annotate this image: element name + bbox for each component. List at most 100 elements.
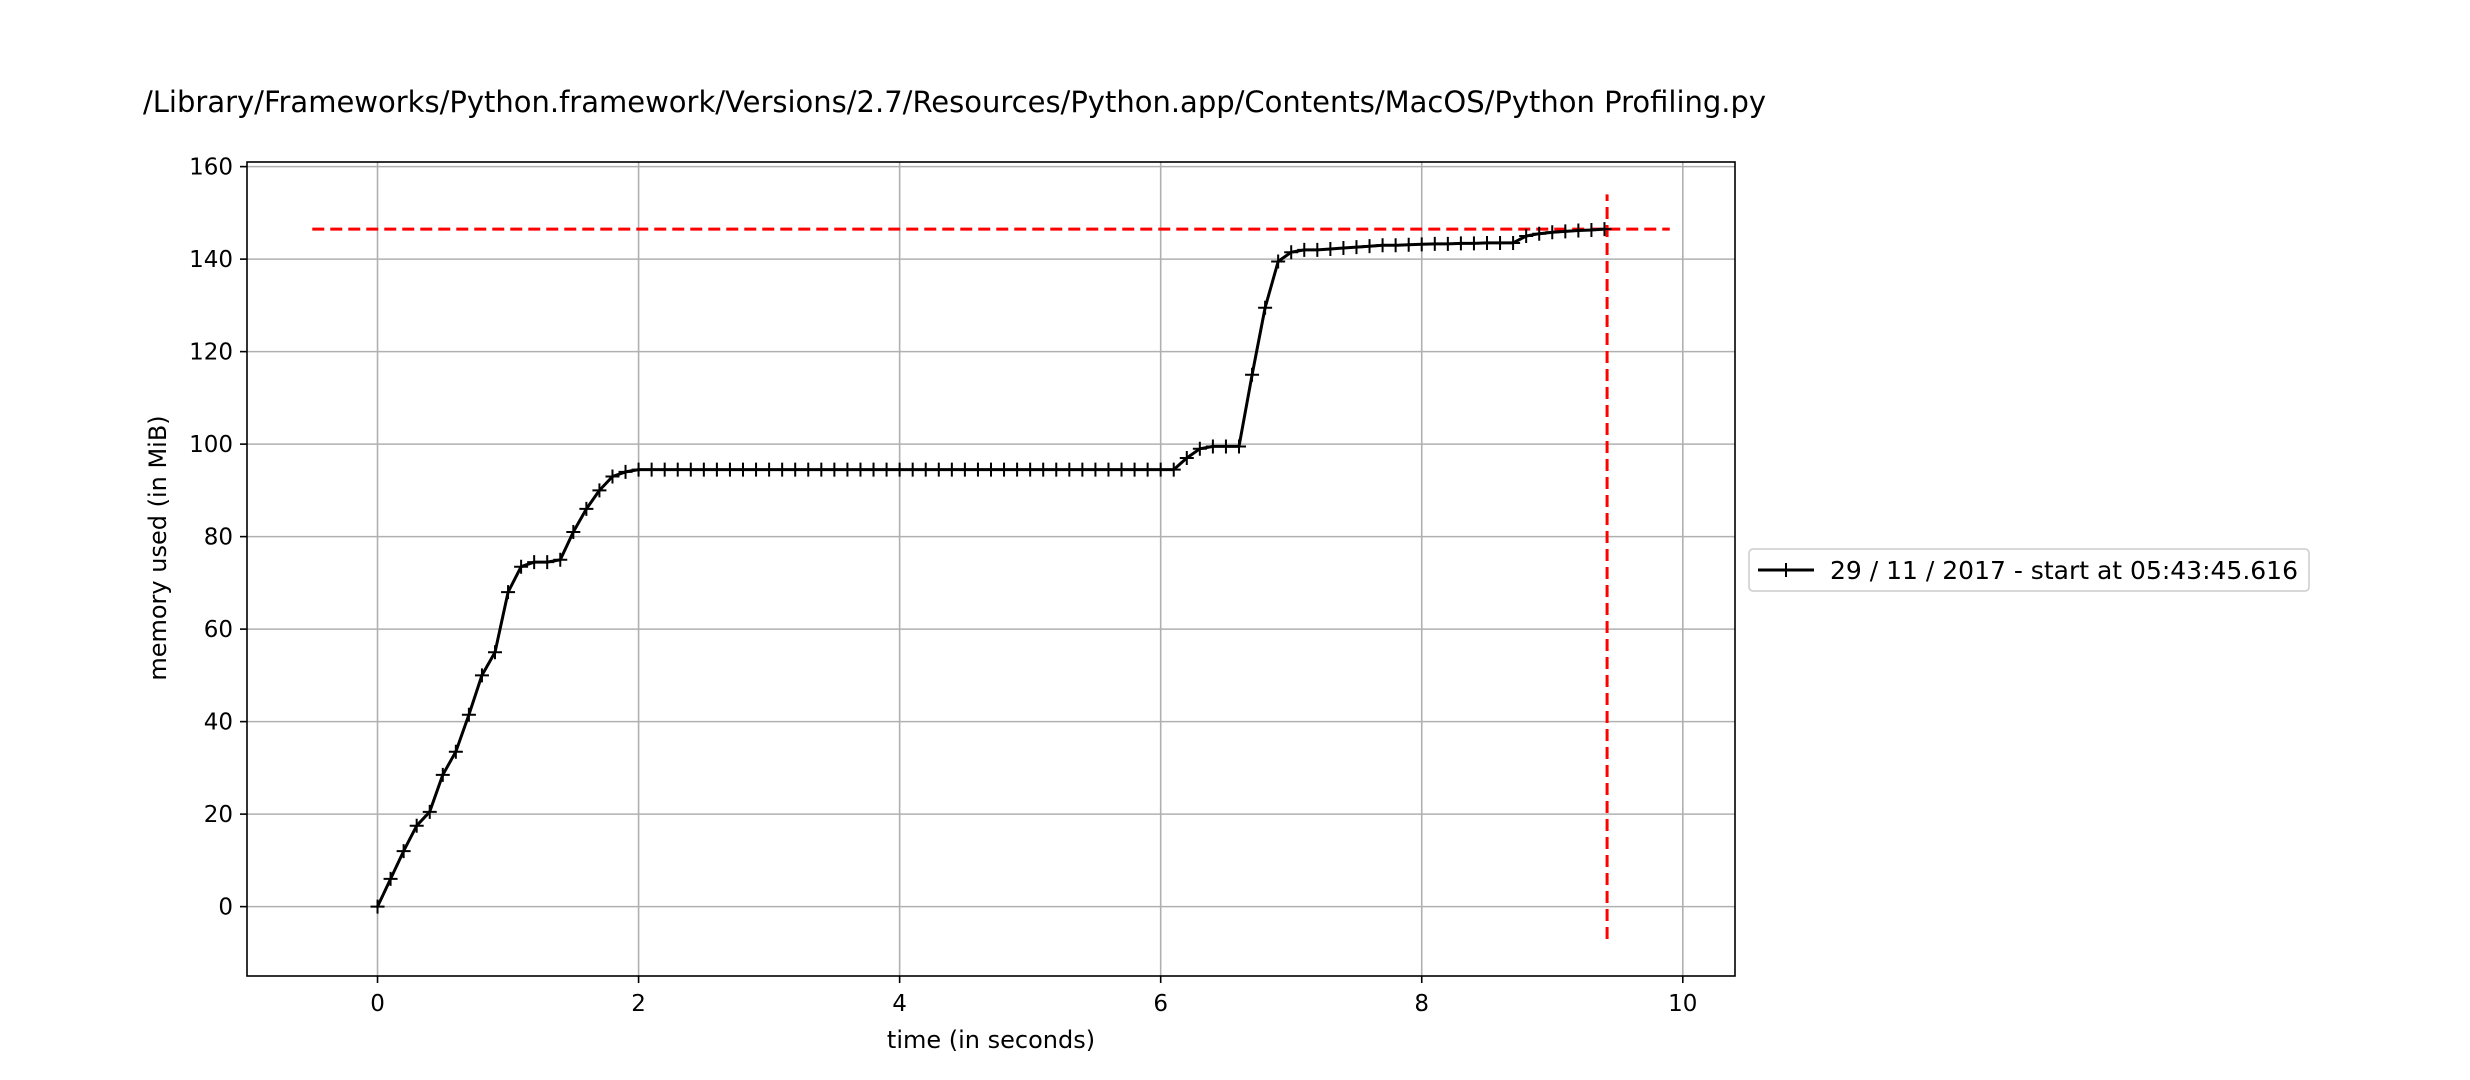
legend-label: 29 / 11 / 2017 - start at 05:43:45.616 xyxy=(1830,556,2298,585)
data-point-marker xyxy=(1349,240,1364,255)
data-point-marker xyxy=(435,767,450,782)
data-point-marker xyxy=(1232,439,1246,454)
data-point-marker xyxy=(709,462,724,477)
x-tick-label: 0 xyxy=(370,991,385,1017)
data-point-marker xyxy=(474,668,489,683)
data-point-marker xyxy=(683,462,698,477)
data-point-marker xyxy=(762,462,777,477)
data-point-marker xyxy=(540,555,555,570)
data-point-marker xyxy=(605,469,620,484)
y-tick-label: 20 xyxy=(204,802,233,828)
data-point-marker xyxy=(1480,235,1494,250)
y-tick-label: 80 xyxy=(204,525,233,551)
data-point-marker xyxy=(775,462,790,477)
data-point-marker xyxy=(1127,462,1142,477)
data-point-marker xyxy=(1375,238,1390,253)
data-point-marker xyxy=(448,744,463,759)
data-point-marker xyxy=(592,483,607,498)
data-point-marker xyxy=(984,462,998,477)
data-point-marker xyxy=(1192,441,1207,456)
y-tick-label: 100 xyxy=(189,432,233,458)
data-point-marker xyxy=(997,462,1012,477)
data-point-marker xyxy=(461,707,476,722)
legend: 29 / 11 / 2017 - start at 05:43:45.616 xyxy=(1748,548,2310,592)
data-point-marker xyxy=(1506,235,1521,250)
data-point-marker xyxy=(383,871,398,886)
data-point-marker xyxy=(1466,236,1481,251)
data-point-marker xyxy=(749,462,764,477)
legend-box xyxy=(1748,548,2310,592)
data-point-marker xyxy=(905,462,920,477)
data-point-marker xyxy=(1284,245,1299,260)
data-point-marker xyxy=(736,462,750,477)
data-point-marker xyxy=(1179,451,1194,465)
data-point-marker xyxy=(957,462,972,477)
data-point-marker xyxy=(670,462,685,477)
data-point-marker xyxy=(1597,222,1612,237)
data-point-marker xyxy=(827,462,842,477)
x-tick-label: 8 xyxy=(1414,991,1429,1017)
data-point-marker xyxy=(1323,241,1338,256)
data-point-marker xyxy=(1401,237,1416,252)
data-point-marker xyxy=(1414,237,1429,252)
data-point-marker xyxy=(488,645,502,660)
data-point-marker xyxy=(1545,225,1560,240)
data-point-marker xyxy=(1388,238,1403,253)
data-point-marker xyxy=(1258,300,1273,315)
data-point-marker xyxy=(1153,462,1168,477)
data-point-marker xyxy=(1362,239,1377,254)
data-point-marker xyxy=(696,462,711,477)
data-point-marker xyxy=(1205,439,1220,454)
data-point-marker xyxy=(840,462,855,477)
data-point-marker xyxy=(1218,439,1233,454)
x-tick-label: 6 xyxy=(1153,991,1168,1017)
series-layer xyxy=(370,222,1612,914)
data-point-marker xyxy=(566,525,581,539)
x-axis: 0 2 4 6 8 10 xyxy=(370,976,1697,1017)
y-tick-label: 140 xyxy=(189,247,233,273)
data-point-marker xyxy=(1140,462,1155,477)
data-point-marker xyxy=(1336,241,1351,256)
y-tick-label: 160 xyxy=(189,155,233,181)
data-point-marker xyxy=(553,552,568,567)
data-point-marker xyxy=(944,462,959,477)
data-point-marker xyxy=(1558,224,1573,239)
data-point-marker xyxy=(1493,235,1508,250)
data-point-marker xyxy=(1584,222,1599,237)
x-tick-label: 2 xyxy=(631,991,646,1017)
data-point-marker xyxy=(1062,462,1077,477)
data-point-marker xyxy=(1049,462,1064,477)
data-point-marker xyxy=(1166,462,1181,477)
y-tick-label: 60 xyxy=(204,617,233,643)
data-point-marker xyxy=(1532,226,1547,241)
data-point-marker xyxy=(527,555,542,570)
data-point-marker xyxy=(1519,229,1534,243)
data-point-marker xyxy=(866,462,881,477)
y-tick-label: 120 xyxy=(189,340,233,366)
data-point-marker xyxy=(422,804,437,819)
data-point-marker xyxy=(931,462,946,477)
data-point-marker xyxy=(801,462,816,477)
data-point-marker xyxy=(618,464,633,479)
data-point-marker xyxy=(409,818,424,833)
reference-lines xyxy=(312,194,1670,939)
data-point-marker xyxy=(657,462,672,477)
data-point-marker xyxy=(631,462,646,477)
data-point-marker xyxy=(579,501,594,516)
data-point-marker xyxy=(370,899,385,914)
data-point-marker xyxy=(1453,236,1468,251)
series-line xyxy=(376,227,1605,908)
data-point-marker xyxy=(1297,242,1312,257)
data-point-marker xyxy=(644,462,659,477)
data-point-marker xyxy=(1075,462,1090,477)
data-point-marker xyxy=(501,585,516,600)
x-tick-label: 10 xyxy=(1668,991,1697,1017)
data-point-marker xyxy=(1114,462,1129,477)
data-point-marker xyxy=(1036,462,1051,477)
data-point-marker xyxy=(1427,236,1442,251)
data-point-marker xyxy=(970,462,985,477)
data-point-marker xyxy=(814,462,829,477)
data-point-marker xyxy=(1088,462,1103,477)
grid xyxy=(247,162,1735,976)
